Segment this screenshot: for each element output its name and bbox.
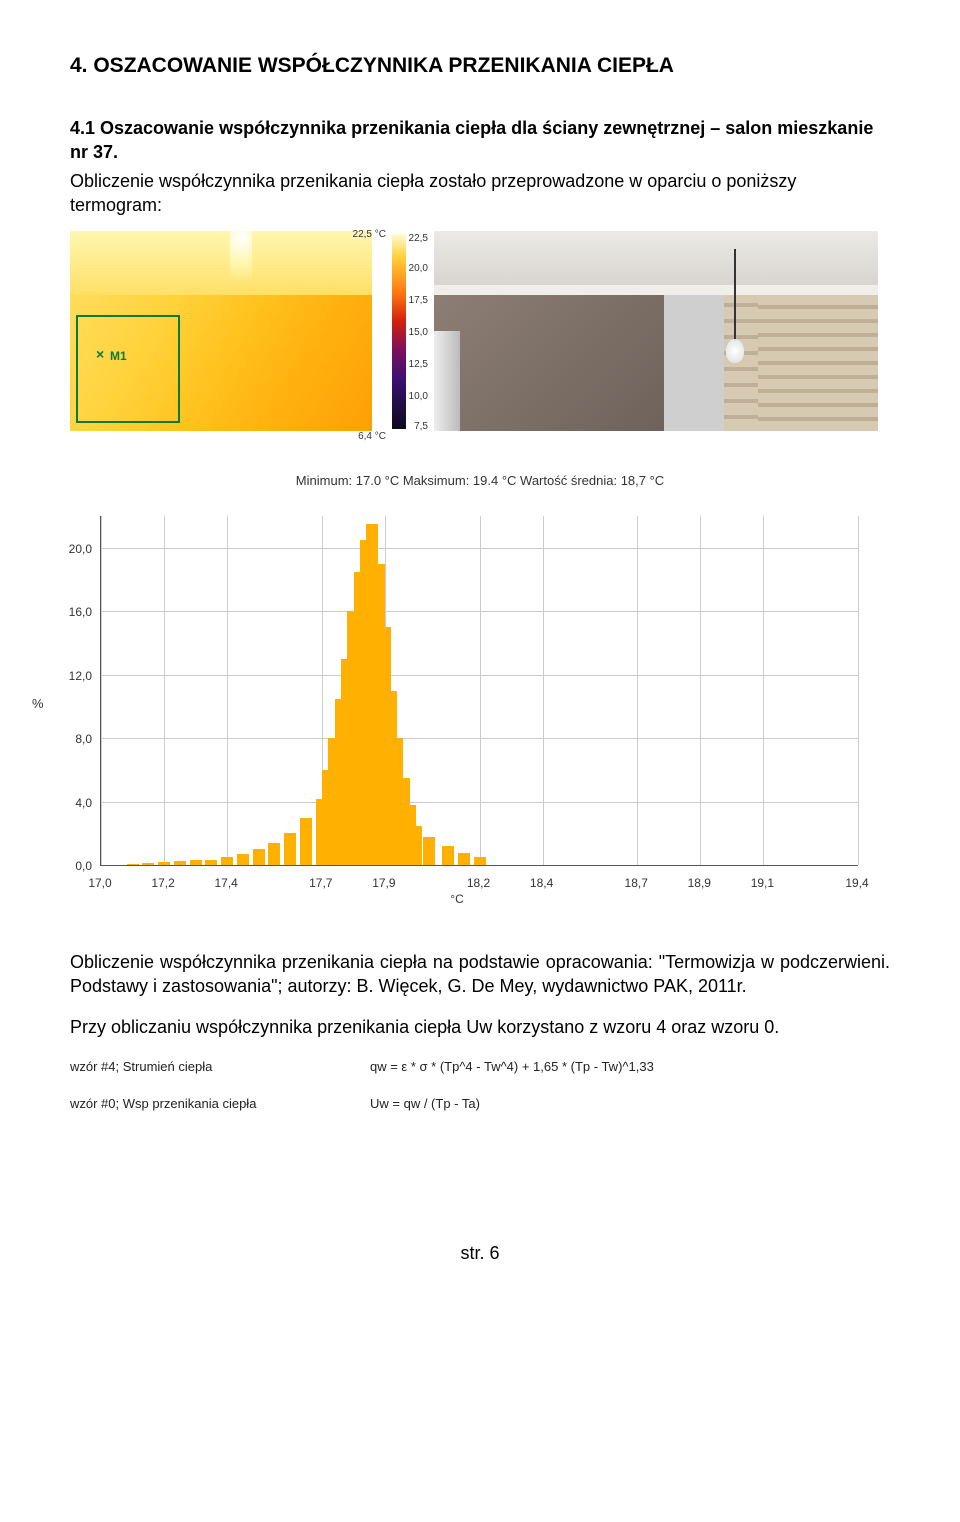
formula-table: wzór #4; Strumień ciepła qw = ε * σ * (T… — [70, 1057, 890, 1113]
histogram-bar — [127, 864, 139, 866]
intro-line-2: Obliczenie współczynnika przenikania cie… — [70, 169, 890, 218]
y-tick-label: 16,0 — [46, 605, 92, 619]
histogram-bar — [190, 860, 202, 865]
formula-label: wzór #4; Strumień ciepła — [70, 1057, 370, 1076]
y-tick-label: 8,0 — [46, 732, 92, 746]
histogram-bar — [174, 861, 186, 865]
histogram-bar — [268, 843, 280, 865]
histogram-chart: % °C 20,016,012,08,04,00,017,017,217,417… — [42, 496, 872, 926]
roi-label: M1 — [110, 349, 127, 363]
formula-row: wzór #4; Strumień ciepła qw = ε * σ * (T… — [70, 1057, 890, 1076]
formula-expr: Uw = qw / (Tp - Ta) — [370, 1094, 890, 1113]
y-axis-unit: % — [32, 696, 44, 711]
scale-tick: 22,5 — [409, 233, 428, 244]
y-tick-label: 0,0 — [46, 859, 92, 873]
scale-top-label: 22,5 °C — [353, 229, 386, 240]
y-tick-label: 4,0 — [46, 796, 92, 810]
scale-tick: 20,0 — [409, 263, 428, 274]
histogram-bar — [410, 826, 422, 866]
scale-bottom-label: 6,4 °C — [358, 431, 386, 442]
x-tick-label: 18,4 — [530, 876, 553, 890]
x-axis-unit: °C — [450, 892, 463, 906]
histogram-title: Minimum: 17.0 °C Maksimum: 19.4 °C Warto… — [70, 473, 890, 488]
x-tick-label: 18,7 — [625, 876, 648, 890]
description-1: Obliczenie współczynnika przenikania cie… — [70, 950, 890, 999]
x-tick-label: 17,4 — [214, 876, 237, 890]
color-scale — [392, 233, 406, 429]
x-tick-label: 18,2 — [467, 876, 490, 890]
x-tick-label: 19,4 — [845, 876, 868, 890]
x-tick-label: 17,9 — [372, 876, 395, 890]
roi-box — [76, 315, 180, 423]
histogram-bar — [458, 853, 470, 866]
x-tick-label: 17,0 — [88, 876, 111, 890]
formula-label: wzór #0; Wsp przenikania ciepła — [70, 1094, 370, 1113]
histogram-bar — [300, 818, 312, 866]
histogram-bar — [142, 863, 154, 865]
histogram-bar — [253, 849, 265, 865]
histogram-bar — [205, 860, 217, 866]
scale-tick: 7,5 — [414, 421, 428, 432]
thermogram-image: M1 — [70, 231, 372, 431]
x-tick-label: 17,7 — [309, 876, 332, 890]
scale-tick: 15,0 — [409, 327, 428, 338]
image-row: M1 22,5 °C 6,4 °C 22,5 20,0 17,5 15,0 12… — [70, 231, 890, 431]
formula-expr: qw = ε * σ * (Tp^4 - Tw^4) + 1,65 * (Tp … — [370, 1057, 890, 1076]
x-tick-label: 18,9 — [688, 876, 711, 890]
histogram-bar — [442, 846, 454, 865]
scale-tick: 10,0 — [409, 391, 428, 402]
formula-row: wzór #0; Wsp przenikania ciepła Uw = qw … — [70, 1094, 890, 1113]
y-tick-label: 20,0 — [46, 542, 92, 556]
histogram-bar — [423, 837, 435, 866]
histogram-bar — [158, 862, 170, 865]
y-tick-label: 12,0 — [46, 669, 92, 683]
intro-line-1: 4.1 Oszacowanie współczynnika przenikani… — [70, 116, 890, 165]
histogram-bar — [237, 854, 249, 865]
page-number: str. 6 — [70, 1243, 890, 1264]
histogram-bar — [474, 857, 486, 865]
scale-tick: 17,5 — [409, 295, 428, 306]
thermogram-panel: M1 22,5 °C 6,4 °C 22,5 20,0 17,5 15,0 12… — [70, 231, 428, 431]
x-tick-label: 17,2 — [151, 876, 174, 890]
section-heading: 4. OSZACOWANIE WSPÓŁCZYNNIKA PRZENIKANIA… — [70, 54, 890, 78]
histogram-plot-area — [100, 516, 858, 866]
histogram-bar — [284, 833, 296, 865]
scale-tick: 12,5 — [409, 359, 428, 370]
histogram-bar — [221, 857, 233, 865]
reference-photo — [434, 231, 878, 431]
description-2: Przy obliczaniu współczynnika przenikani… — [70, 1015, 890, 1039]
x-tick-label: 19,1 — [751, 876, 774, 890]
